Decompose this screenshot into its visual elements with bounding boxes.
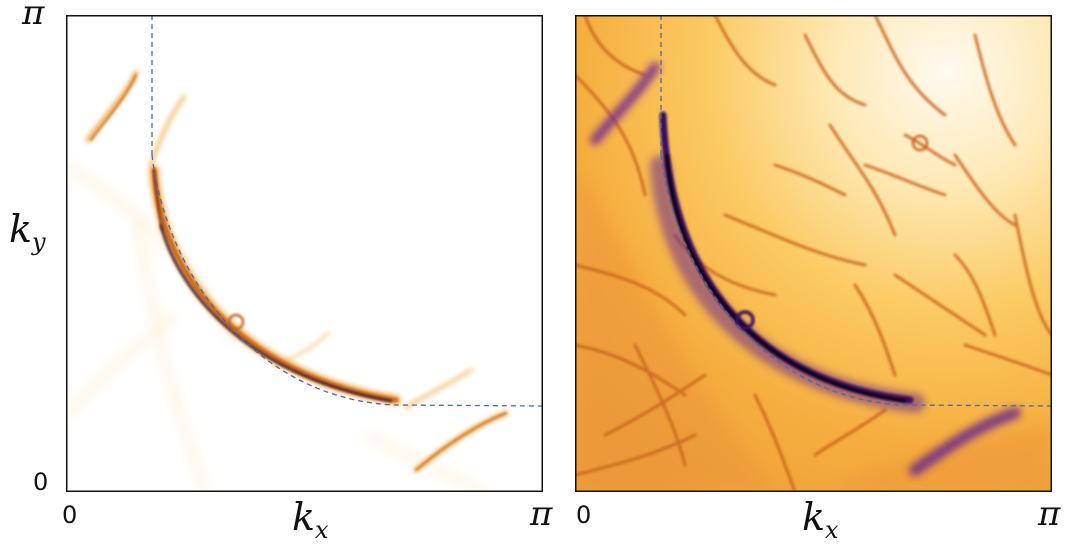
right-x-pi-label: π bbox=[1038, 494, 1061, 534]
right-vortex-marker bbox=[735, 310, 755, 330]
left-background bbox=[66, 15, 543, 492]
left-y-axis-label: ky bbox=[9, 210, 46, 254]
right-x-zero-label: 0 bbox=[576, 501, 592, 529]
left-x-axis-label: kx bbox=[292, 498, 329, 542]
left-x-axis-subscript: x bbox=[315, 516, 329, 544]
right-x-axis-symbol: k bbox=[802, 495, 826, 539]
right-x-axis-subscript: x bbox=[825, 516, 839, 544]
right-secondary-arcs bbox=[575, 15, 1052, 492]
left-x-zero-label: 0 bbox=[62, 501, 78, 529]
right-x-axis-label: kx bbox=[802, 498, 839, 542]
left-x-pi-label: π bbox=[530, 494, 553, 534]
right-fermi-arc bbox=[659, 111, 914, 404]
left-x-axis-symbol: k bbox=[292, 495, 316, 539]
right-spectral-map bbox=[575, 15, 1052, 492]
left-y-axis-symbol: k bbox=[9, 207, 33, 251]
left-y-axis-subscript: y bbox=[32, 228, 46, 256]
left-vortex-marker bbox=[227, 313, 245, 331]
right-small-ring bbox=[911, 134, 929, 152]
right-frame bbox=[575, 15, 1052, 492]
left-y-zero-label: 0 bbox=[33, 468, 49, 496]
left-spectral-map bbox=[66, 15, 543, 492]
left-frame bbox=[66, 15, 543, 492]
left-y-top-label: π bbox=[22, 0, 45, 33]
